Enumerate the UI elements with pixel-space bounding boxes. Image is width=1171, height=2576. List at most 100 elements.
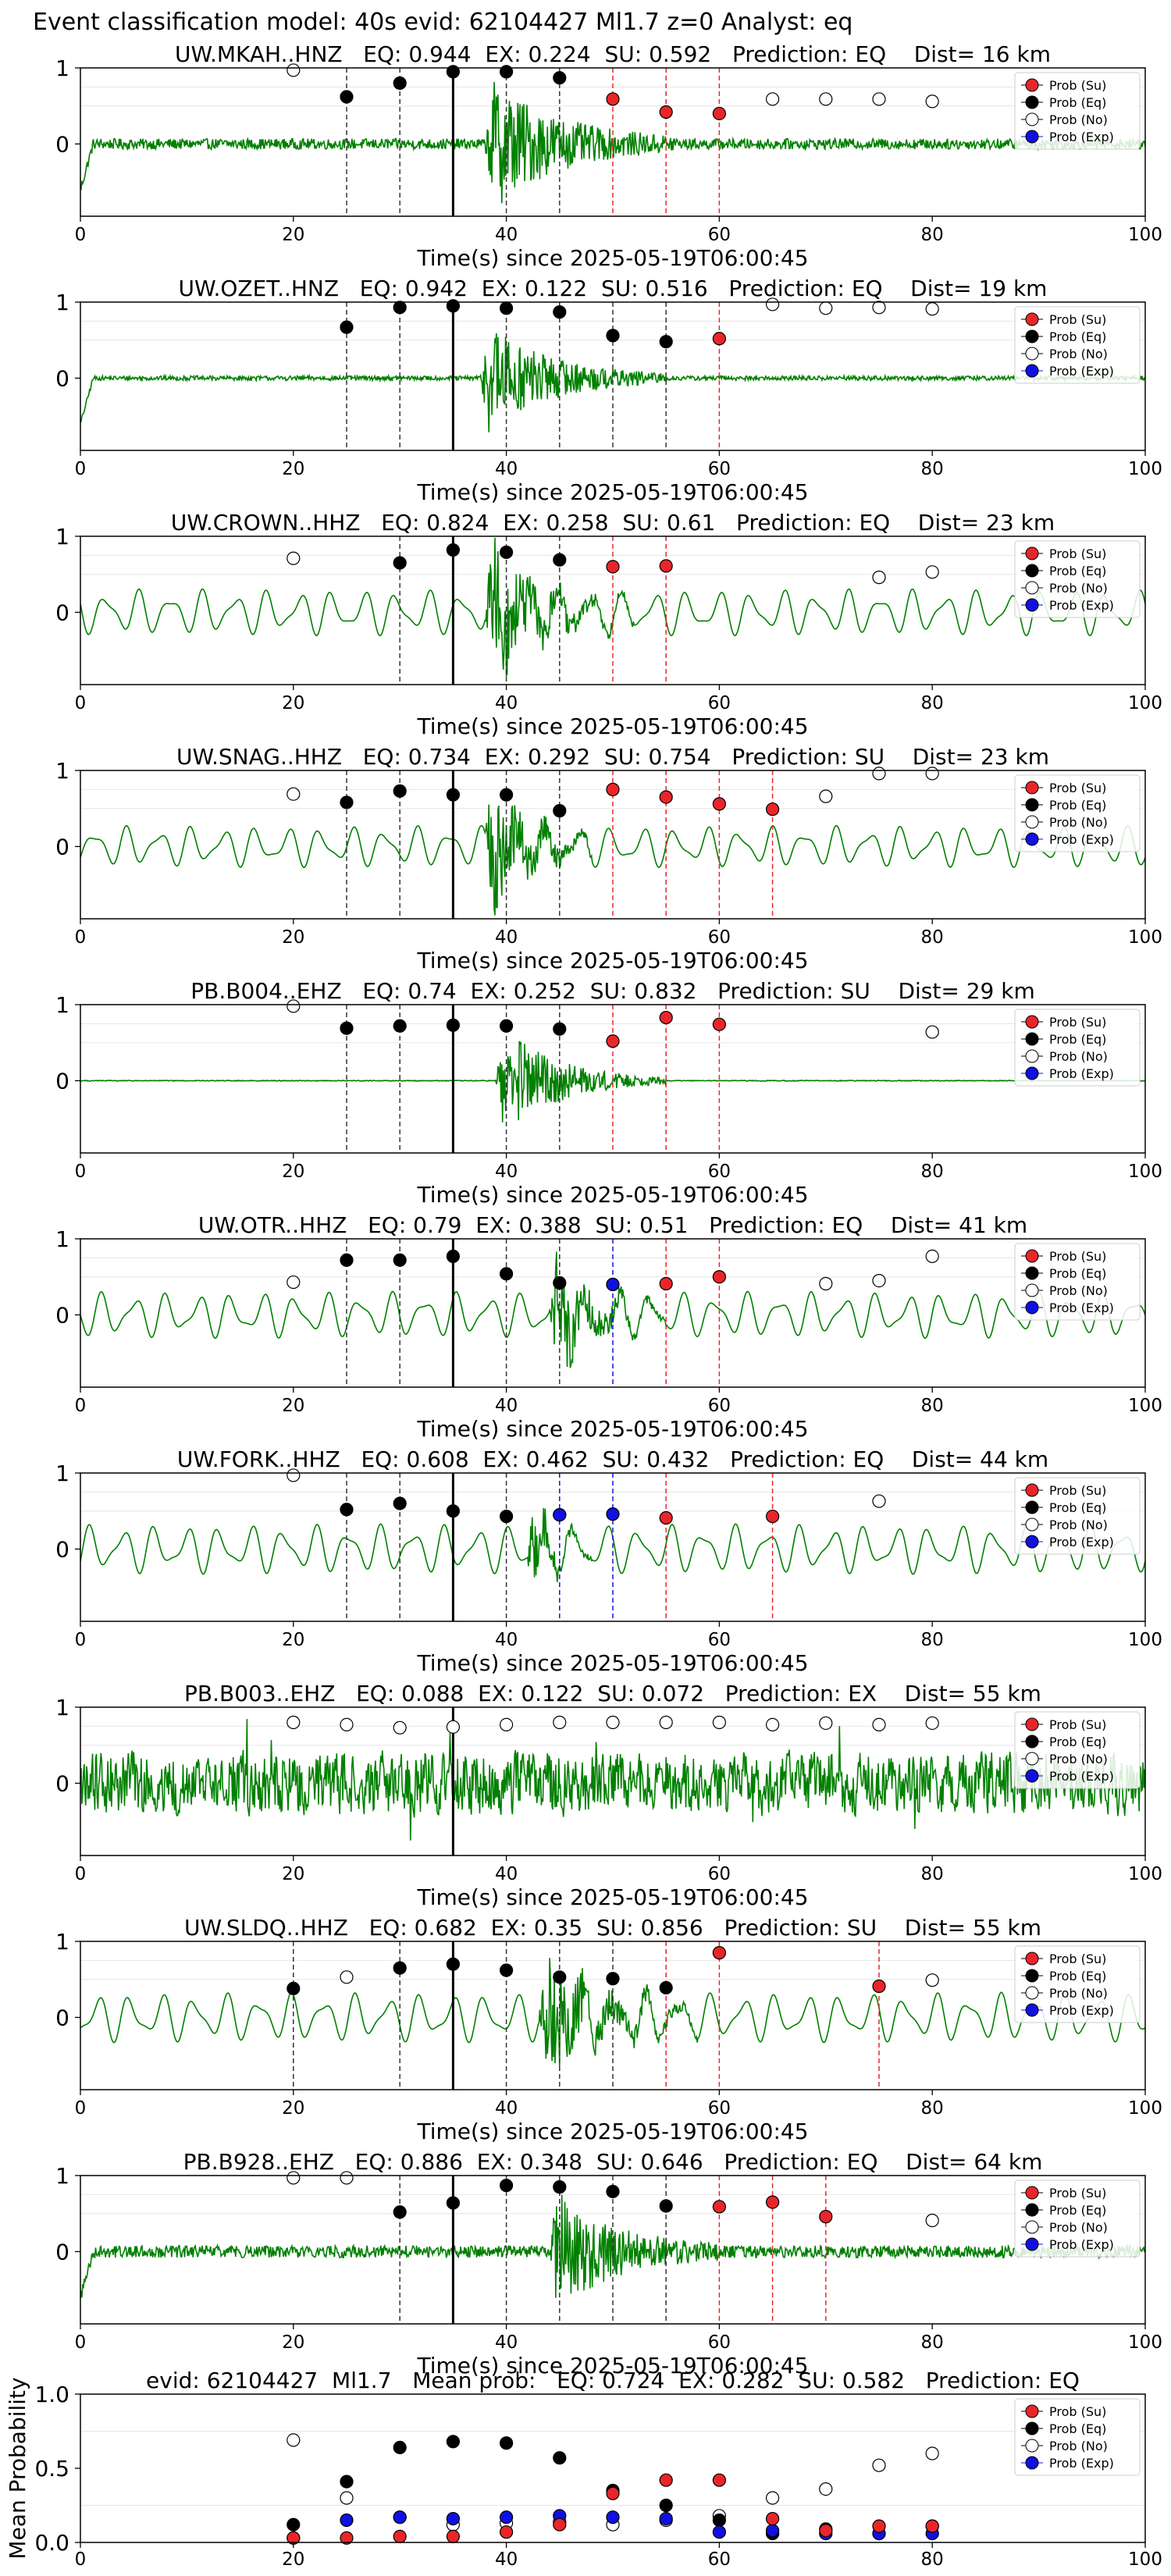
prob-no-marker [819,301,833,315]
legend-label-no: Prob (No) [1049,581,1108,596]
prob-su-marker [712,332,727,346]
prob-eq-marker [499,1019,514,1033]
x-tick-label: 100 [1128,225,1162,245]
prob-eq-marker [393,301,407,315]
figure-suptitle: Event classification model: 40s evid: 62… [33,9,852,36]
y-tick-label: 0.0 [34,2530,69,2556]
prob-no-marker [287,551,301,565]
prob-su-marker [606,782,620,796]
legend-frame [1014,540,1141,618]
mean-prob-eq-marker [393,2440,407,2454]
legend-marker-eq [1025,2421,1039,2435]
prob-eq-marker [340,90,354,104]
legend-marker-exp [1025,832,1039,846]
axes-frame [80,1706,1146,1856]
legend-label-exp: Prob (Exp) [1049,364,1114,379]
mean-prob-no-marker [925,2446,939,2460]
legend-label-eq: Prob (Eq) [1049,564,1106,578]
x-tick-label: 60 [708,1630,731,1650]
legend-label-no: Prob (No) [1049,1986,1108,2001]
x-tick-label: 100 [1128,1396,1162,1416]
legend-marker-no [1025,1049,1039,1063]
prob-no-marker [925,302,939,316]
prob-su-marker [659,1510,673,1525]
legend-label-no: Prob (No) [1049,112,1108,127]
legend-label-su: Prob (Su) [1049,1249,1106,1264]
legend-label-exp: Prob (Exp) [1049,1535,1114,1550]
x-tick-label: 80 [921,225,944,245]
legend-frame [1014,2398,1141,2476]
legend: Prob (Su) Prob (Eq) Prob (No) Prob (Exp) [1014,2179,1141,2258]
prob-no-marker [925,1249,939,1264]
prob-no-marker [872,1717,886,1732]
x-tick-label: 0 [75,927,87,948]
prob-no-marker [925,565,939,579]
legend-label-no: Prob (No) [1049,1517,1108,1532]
legend-label-exp: Prob (Exp) [1049,1769,1114,1784]
legend-label-su: Prob (Su) [1049,1952,1106,1966]
y-tick-label: 1 [55,55,69,81]
x-axis-label: Time(s) since 2025-05-19T06:00:45 [416,948,808,973]
prob-eq-marker [446,1249,461,1264]
prob-no-marker [925,1973,939,1987]
station-panel: 0 20 40 60 80 100 1 0 PB.B928..EHZ EQ: 0.886 EX:… [55,2149,1162,2379]
prob-su-marker [765,802,780,817]
x-tick-label: 80 [921,2098,944,2119]
mean-prob-su-marker [446,2529,461,2543]
x-tick-label: 100 [1128,2332,1162,2353]
legend-label-su: Prob (Su) [1049,1483,1106,1498]
mean-prob-title: evid: 62104427 Ml1.7 Mean prob: EQ: 0.72… [146,2368,1080,2393]
legend-marker-eq [1025,2203,1039,2217]
legend-label-exp: Prob (Exp) [1049,832,1114,847]
prob-no-marker [287,1715,301,1730]
prob-no-marker [819,92,833,106]
x-tick-label: 100 [1128,1864,1162,1884]
x-tick-label: 100 [1128,2549,1162,2570]
legend-label-su: Prob (Su) [1049,781,1106,795]
prob-su-marker [765,2195,780,2209]
station-title: UW.FORK..HHZ EQ: 0.608 EX: 0.462 SU: 0.4… [177,1446,1048,1472]
mean-prob-su-marker [340,2531,354,2545]
legend-marker-eq [1025,1969,1039,1983]
x-tick-label: 20 [282,2549,304,2570]
mean-prob-su-marker [553,2517,567,2532]
prob-eq-marker [340,795,354,809]
x-tick-label: 80 [921,1396,944,1416]
legend-marker-no [1025,347,1039,361]
prob-eq-marker [553,71,567,85]
prob-eq-marker [499,1963,514,1977]
legend-marker-su [1025,1483,1039,1497]
legend-frame [1014,1945,1141,2023]
x-tick-label: 0 [75,2098,87,2119]
prob-eq-marker [446,2196,461,2210]
axes-frame [80,301,1146,451]
mean-prob-no-marker [872,2458,886,2472]
mean-prob-eq-marker [287,2517,301,2532]
legend-label-exp: Prob (Exp) [1049,2237,1114,2252]
legend-label-su: Prob (Su) [1049,1717,1106,1732]
prob-eq-marker [446,1957,461,1971]
prob-no-marker [925,2213,939,2228]
x-tick-label: 60 [708,2549,731,2570]
x-tick-label: 40 [495,459,518,479]
legend-marker-exp [1025,2003,1039,2017]
prob-eq-marker [393,1496,407,1510]
legend: Prob (Su) Prob (Eq) Prob (No) Prob (Exp) [1014,2398,1141,2476]
mean-prob-no-marker [340,2491,354,2505]
legend-marker-no [1025,1752,1039,1766]
legend-label-eq: Prob (Eq) [1049,329,1106,344]
x-tick-label: 20 [282,459,304,479]
legend-marker-no [1025,815,1039,829]
y-tick-label: 1 [55,1929,69,1955]
mean-prob-su-marker [819,2524,833,2538]
x-tick-label: 100 [1128,927,1162,948]
x-tick-label: 80 [921,927,944,948]
prob-no-marker [340,1717,354,1732]
prob-eq-marker [393,556,407,570]
y-tick-label: 0 [55,600,69,625]
legend-frame [1014,1477,1141,1555]
station-title: UW.SNAG..HHZ EQ: 0.734 EX: 0.292 SU: 0.7… [176,744,1049,770]
legend-marker-exp [1025,598,1039,612]
x-tick-label: 100 [1128,693,1162,713]
legend-label-no: Prob (No) [1049,1283,1108,1298]
